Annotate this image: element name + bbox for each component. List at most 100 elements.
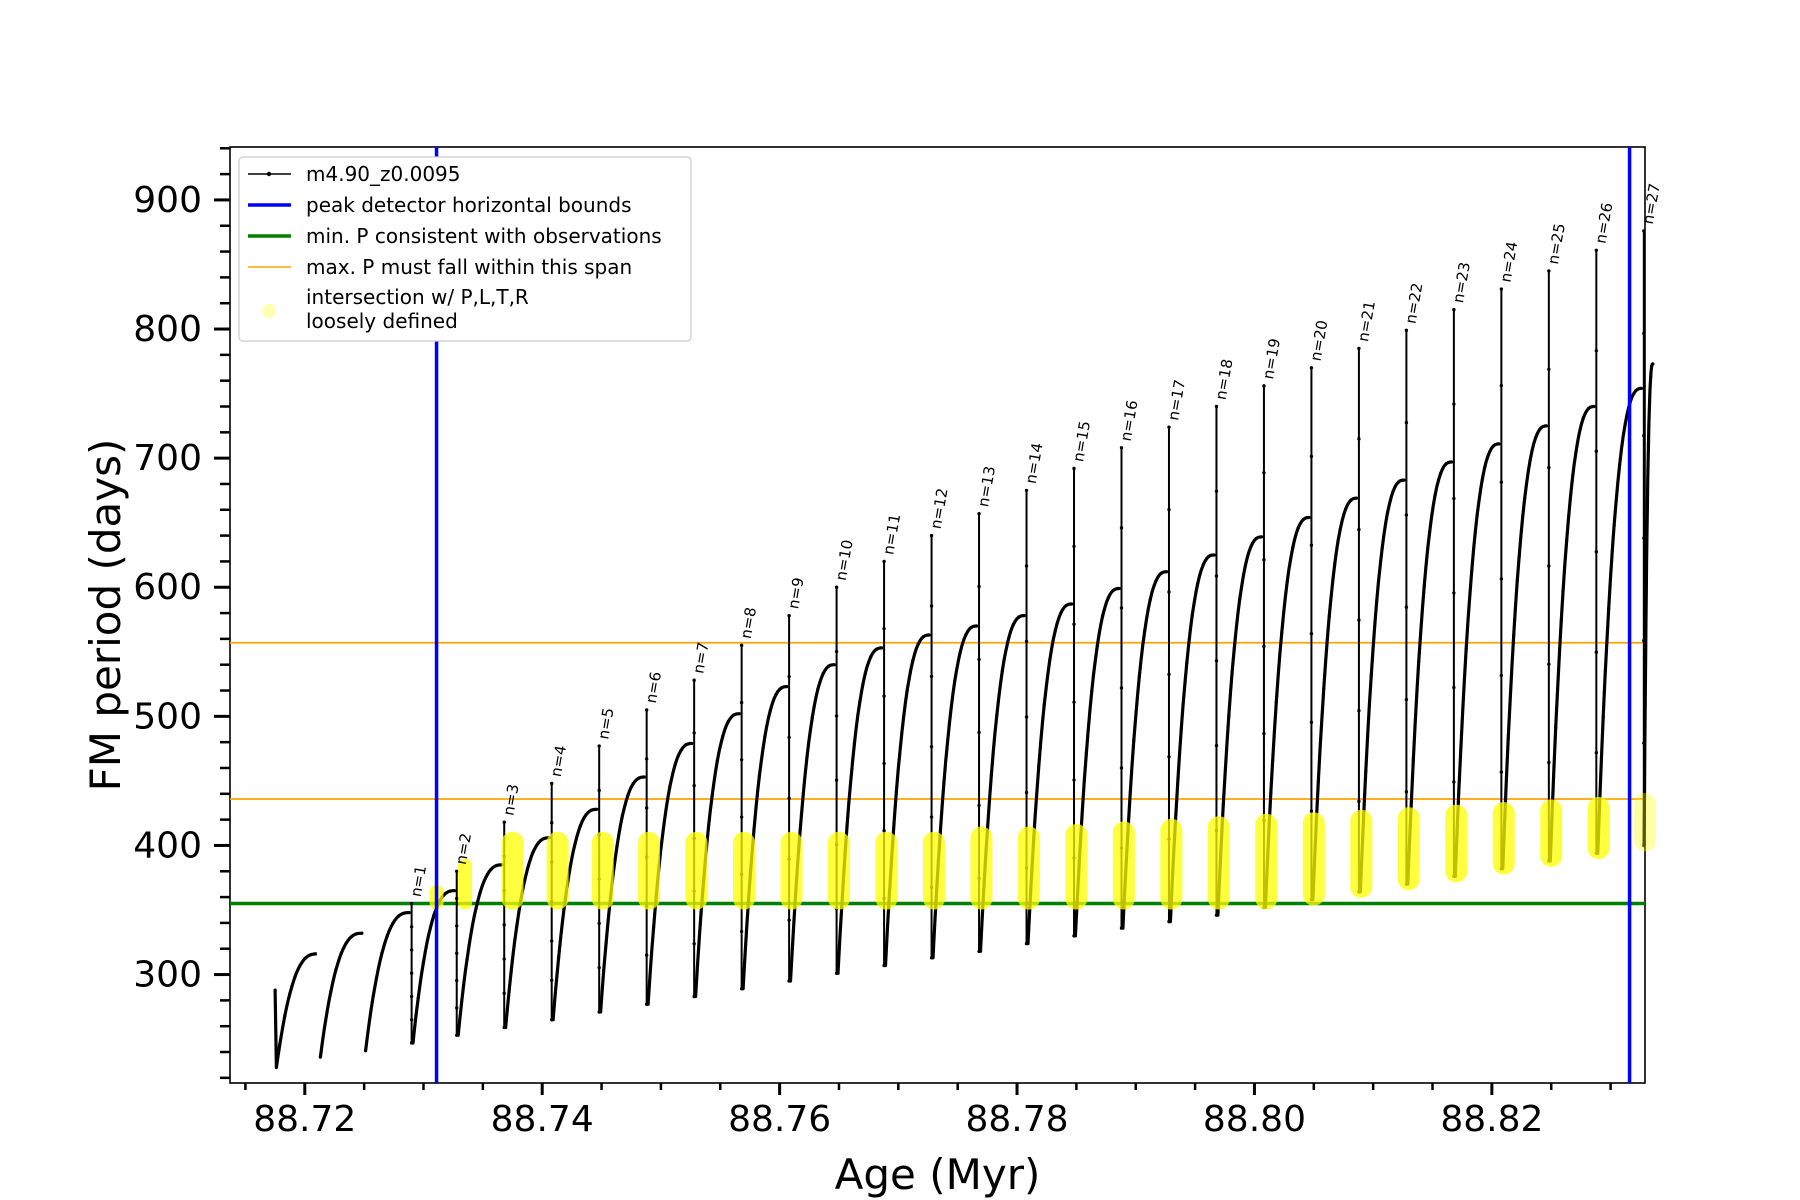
- pulse-spike-28-point: [1547, 564, 1551, 568]
- pulse-20-point: [1212, 553, 1216, 557]
- pulse-spike-17-point: [1024, 639, 1029, 644]
- pulse-1-point: [303, 956, 307, 961]
- pulse-spike-29-point: [1594, 349, 1599, 353]
- pulse-spike-5-point: [455, 1033, 459, 1037]
- pulse-spike-10-point: [692, 783, 696, 788]
- pulse-11-point: [785, 685, 789, 689]
- pulse-2-point: [323, 1019, 328, 1023]
- pulse-25-point: [1449, 460, 1454, 464]
- pulse-22-point: [1285, 580, 1289, 584]
- pulse-spike-23-point: [1309, 720, 1314, 725]
- pulse-spike-14-point: [882, 829, 886, 833]
- pulse-spike-27-point: [1499, 480, 1504, 484]
- pulse-12-point: [821, 671, 825, 675]
- pulse-spike-8-point: [597, 965, 601, 970]
- pulse-spike-5-point: [455, 869, 459, 873]
- pulse-28-point: [1570, 479, 1574, 484]
- pulse-spike-27-point: [1499, 770, 1504, 774]
- pulse-4-point: [447, 889, 451, 893]
- intersection-marker-13: [970, 826, 993, 910]
- y-axis: 300 400 500 600 700 800 900: [133, 147, 230, 1080]
- pulse-6-point: [509, 970, 513, 974]
- peak-label-28: n=25: [1544, 222, 1569, 266]
- pulse-27-point: [1528, 458, 1532, 463]
- pulse-7-point: [573, 842, 577, 846]
- pulse-spike-4-point: [409, 1041, 414, 1045]
- pulse-curve-29: [1596, 386, 1642, 854]
- pulse-17-point: [1059, 611, 1063, 615]
- pulse-spike-15-point: [929, 533, 934, 538]
- pulse-8-point: [631, 781, 635, 786]
- peak-label-9: n=6: [642, 670, 665, 704]
- pulse-spike-14-point: [882, 559, 886, 564]
- pulse-11-point: [779, 686, 783, 690]
- pulse-25-point: [1438, 471, 1443, 476]
- pulse-5-point: [462, 983, 466, 987]
- pulse-spike-29-point: [1594, 751, 1599, 755]
- pulse-9-point: [673, 762, 677, 766]
- pulse-2-point: [334, 968, 338, 972]
- pulse-spike-30-point: [1642, 536, 1646, 540]
- pulse-19-point: [1148, 597, 1152, 602]
- pulse-29-point: [1639, 386, 1644, 391]
- y-tick-label: 300: [133, 955, 202, 996]
- pulse-spike-17-point: [1024, 790, 1029, 795]
- pulse-28-point: [1586, 406, 1591, 411]
- pulse-8-point: [642, 775, 646, 779]
- pulse-14-point: [900, 730, 904, 734]
- pulse-16-point: [1000, 669, 1004, 673]
- intersection-marker-27: [1634, 792, 1656, 852]
- pulse-5-point: [483, 876, 488, 880]
- pulse-spike-30-point: [1642, 741, 1646, 745]
- pulse-1-point: [273, 988, 277, 992]
- pulse-28-point: [1592, 404, 1596, 409]
- y-tick-label: 800: [133, 309, 202, 350]
- peak-label-23: n=20: [1307, 319, 1332, 363]
- pulse-3-point: [402, 911, 406, 915]
- pulse-2-point: [344, 941, 348, 945]
- pulse-5-point: [494, 863, 498, 868]
- pulse-27-point: [1539, 426, 1543, 430]
- x-tick-label: 88.80: [1203, 1099, 1306, 1140]
- pulse-15-point: [958, 650, 962, 654]
- pulse-11-point: [757, 774, 762, 778]
- peak-label-17: n=14: [1022, 441, 1047, 485]
- pulse-spike-22-point: [1262, 471, 1266, 475]
- peak-label-25: n=22: [1402, 281, 1427, 325]
- peak-label-22: n=19: [1259, 337, 1284, 381]
- pulse-1-point: [308, 953, 312, 957]
- pulse-11-point: [763, 734, 767, 739]
- pulse-6-point: [525, 867, 530, 871]
- pulse-16-point: [989, 772, 993, 777]
- legend-swatch-intersection: [262, 304, 276, 318]
- pulse-spike-4-point: [409, 994, 414, 999]
- pulse-23-point: [1316, 780, 1320, 784]
- pulse-24-point: [1396, 480, 1401, 484]
- pulse-1-point: [293, 975, 297, 979]
- x-tick-label: 88.72: [253, 1099, 356, 1140]
- pulse-spike-20-point: [1167, 755, 1171, 759]
- pulse-spike-24-point: [1357, 437, 1361, 441]
- pulse-13-point: [863, 671, 867, 675]
- pulse-spike-26-point: [1452, 307, 1456, 312]
- peak-label-20: n=17: [1164, 378, 1189, 422]
- pulse-22-point: [1296, 526, 1300, 530]
- legend-item-intersection: intersection w/ P,L,T,R loosely defined: [262, 285, 529, 333]
- pulse-spike-5-point: [455, 924, 459, 928]
- pulse-spike-24-point: [1357, 799, 1361, 804]
- x-tick-label: 88.82: [1440, 1099, 1543, 1140]
- pulse-spike-18-point: [1072, 934, 1076, 938]
- pulse-27-point: [1517, 554, 1521, 558]
- peak-label-21: n=18: [1212, 358, 1237, 402]
- pulse-2-point: [355, 932, 359, 936]
- pulse-14-point: [905, 687, 909, 692]
- peak-label-8: n=5: [594, 706, 617, 740]
- pulse-spike-8-point: [597, 744, 601, 748]
- peak-label-15: n=12: [927, 487, 952, 531]
- pulse-19-point: [1137, 675, 1141, 679]
- pulse-28-point: [1581, 417, 1585, 421]
- pulse-2-point: [318, 1055, 322, 1059]
- pulse-8-point: [637, 776, 641, 780]
- pulse-spike-29-point: [1594, 550, 1599, 554]
- peak-label-7: n=4: [547, 744, 570, 778]
